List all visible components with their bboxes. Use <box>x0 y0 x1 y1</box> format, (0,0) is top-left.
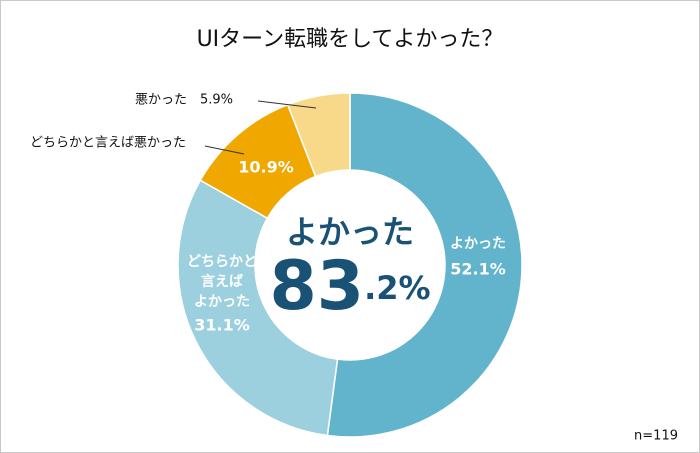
donut-segment <box>177 179 339 437</box>
center-label: よかった <box>286 213 414 251</box>
leader-line <box>257 100 317 109</box>
segment-label: よかった <box>450 236 506 252</box>
value-label: 5.9% <box>200 93 233 108</box>
center-value: 83.2% <box>269 247 430 326</box>
chart-title: UIターン転職をしてよかった？ <box>197 27 504 52</box>
value-label: 10.9% <box>238 158 294 177</box>
donut-segment <box>326 92 523 438</box>
value-label: 52.1% <box>450 260 506 279</box>
segment-label: どちらかと言えば悪かった <box>30 136 186 151</box>
donut-segment <box>286 92 351 178</box>
sample-size: n=119 <box>634 429 678 444</box>
leader-line <box>204 145 245 155</box>
segment-label: どちらかと言えばよかった <box>187 254 257 310</box>
segment-label: 悪かった <box>135 93 187 108</box>
value-label: 31.1% <box>194 316 250 335</box>
